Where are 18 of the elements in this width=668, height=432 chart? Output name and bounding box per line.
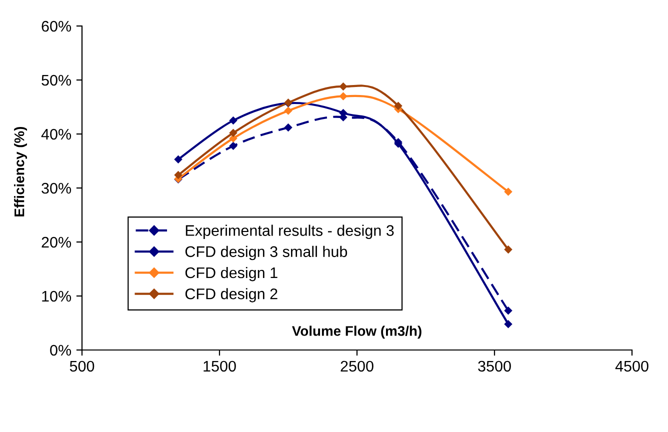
- x-tick-label: 3500: [478, 360, 511, 372]
- x-tick-label: 2500: [340, 360, 374, 372]
- y-tick-label: 10%: [42, 290, 72, 302]
- y-tick-label: 60%: [42, 20, 72, 32]
- legend-label: CFD design 3 small hub: [185, 246, 348, 260]
- legend-label: CFD design 1: [185, 266, 278, 282]
- x-tick-label: 1500: [204, 360, 236, 372]
- legend-label: Experimental results - design 3: [186, 224, 394, 239]
- x-tick-label: 4500: [615, 360, 648, 372]
- y-tick-label: 30%: [42, 182, 72, 194]
- y-tick-label: 20%: [42, 236, 72, 248]
- y-axis-title: Efficiency (%): [14, 126, 27, 216]
- x-tick-label: 500: [70, 360, 94, 372]
- y-tick-label: 50%: [42, 74, 72, 86]
- legend-label: CFD design 2: [185, 288, 278, 302]
- y-tick-label: 0%: [50, 344, 72, 356]
- y-tick-label: 40%: [41, 128, 72, 140]
- x-axis-title: Volume Flow (m3/h): [292, 326, 422, 339]
